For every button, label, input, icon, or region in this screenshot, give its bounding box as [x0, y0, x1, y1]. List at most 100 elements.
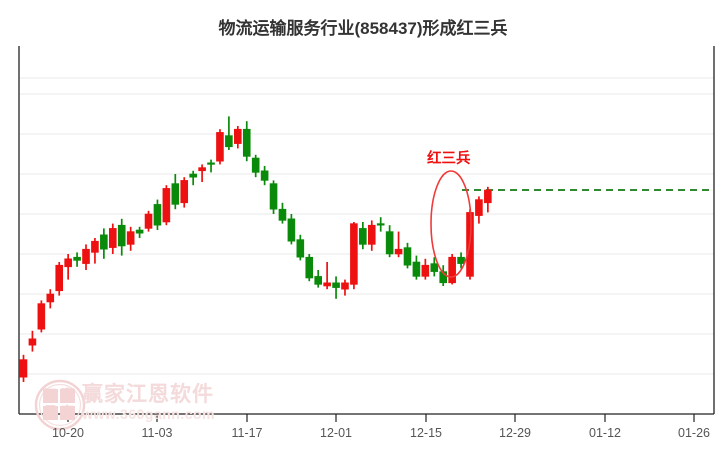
candlestick	[28, 330, 37, 352]
candle-body	[305, 256, 314, 279]
y-axis-tick-label: 1400	[716, 399, 726, 413]
candlestick	[287, 214, 296, 245]
candle-body	[421, 264, 430, 277]
candle-body	[37, 303, 46, 330]
candlestick	[234, 126, 242, 149]
candle-body	[73, 256, 81, 261]
watermark-seal-icon: 江 赢 恩 家	[34, 379, 86, 431]
candle-body	[251, 157, 260, 173]
candlesticks-group	[19, 116, 492, 382]
axis-lines-group	[18, 46, 715, 415]
candlestick	[305, 254, 314, 282]
candlestick	[216, 129, 224, 165]
candle-body	[216, 132, 224, 162]
x-axis-tick-label: 01-12	[589, 426, 621, 440]
svg-text:江: 江	[44, 387, 57, 402]
candle-body	[91, 240, 99, 253]
y-axis-tick-label: 1500	[716, 239, 726, 253]
candle-body	[135, 229, 144, 234]
y-axis-tick-label: 1475	[716, 279, 726, 293]
candlestick	[64, 254, 72, 280]
candlestick	[171, 174, 180, 210]
candlestick	[91, 238, 99, 264]
candle-body	[46, 293, 55, 303]
candle-body	[341, 282, 349, 290]
candlestick	[153, 199, 162, 230]
watermark-brand: 赢家江恩软件	[82, 383, 214, 406]
candle-body	[412, 261, 421, 277]
pattern-highlight-ellipse	[430, 170, 472, 278]
candlestick	[82, 244, 90, 270]
candle-body	[55, 264, 64, 292]
x-axis-tick-label: 12-01	[320, 426, 352, 440]
candle-body	[64, 258, 72, 268]
candle-body	[180, 180, 189, 204]
candlestick	[376, 217, 385, 232]
candlestick	[412, 255, 421, 280]
svg-text:恩: 恩	[44, 404, 57, 419]
candle-body	[171, 183, 180, 205]
candlestick	[126, 226, 135, 251]
candle-body	[82, 248, 90, 264]
y-axis-tick-label: 1600	[716, 79, 726, 93]
candle-body	[260, 170, 269, 181]
candle-body	[394, 248, 403, 255]
candle-body	[376, 223, 385, 226]
page-title: 物流运输服务行业(858437)形成红三兵	[218, 19, 508, 38]
candlestick	[109, 223, 117, 254]
svg-text:赢: 赢	[61, 387, 74, 402]
candle-body	[126, 231, 135, 245]
y-axis-tick-label: 1425	[716, 359, 726, 373]
candlestick	[19, 354, 28, 382]
candle-body	[287, 218, 296, 242]
x-axis-tick-label: 12-29	[499, 426, 531, 440]
candle-body	[207, 162, 215, 165]
y-axis-tick-label: 1525	[716, 199, 726, 213]
watermark-url: www.360gann.com	[82, 406, 216, 422]
candle-body	[323, 282, 331, 287]
candlestick	[135, 226, 144, 238]
y-axis-tick-label: 1450	[716, 319, 726, 333]
candlestick	[430, 257, 439, 277]
candlestick	[225, 116, 233, 150]
candle-body	[350, 223, 358, 285]
candlestick	[439, 265, 448, 286]
y-axis-tick-label: 1575	[716, 119, 726, 133]
candle-body	[296, 239, 305, 258]
candlestick	[296, 234, 305, 261]
candle-body	[430, 263, 439, 272]
candle-body	[367, 224, 376, 245]
candlestick	[475, 196, 483, 224]
candlestick	[198, 164, 206, 182]
candle-body	[332, 282, 340, 288]
candle-body	[484, 189, 492, 204]
candlestick	[457, 252, 465, 269]
candlestick	[421, 258, 430, 280]
candlestick	[278, 202, 287, 224]
candle-body	[234, 128, 242, 144]
candlestick	[448, 254, 456, 285]
candlestick	[189, 170, 197, 186]
candle-body	[144, 213, 153, 229]
candlestick	[403, 242, 412, 269]
candle-body	[359, 228, 367, 245]
pattern-annotation-label: 红三兵	[427, 151, 471, 167]
candlestick	[100, 228, 108, 259]
x-axis-tick-label: 10-20	[52, 426, 84, 440]
candlestick	[350, 222, 358, 290]
x-axis-tick-label: 11-17	[231, 426, 263, 440]
candlestick	[55, 262, 64, 296]
candle-body	[198, 167, 206, 172]
candle-body	[19, 359, 28, 378]
candlestick	[341, 279, 349, 296]
candlestick	[314, 270, 322, 288]
candle-body	[385, 231, 394, 255]
candlestick	[251, 154, 260, 178]
candle-body	[100, 234, 108, 250]
candle-body	[153, 204, 162, 226]
candle-body	[475, 199, 483, 216]
candle-body	[448, 256, 456, 284]
candlestick	[332, 276, 340, 299]
